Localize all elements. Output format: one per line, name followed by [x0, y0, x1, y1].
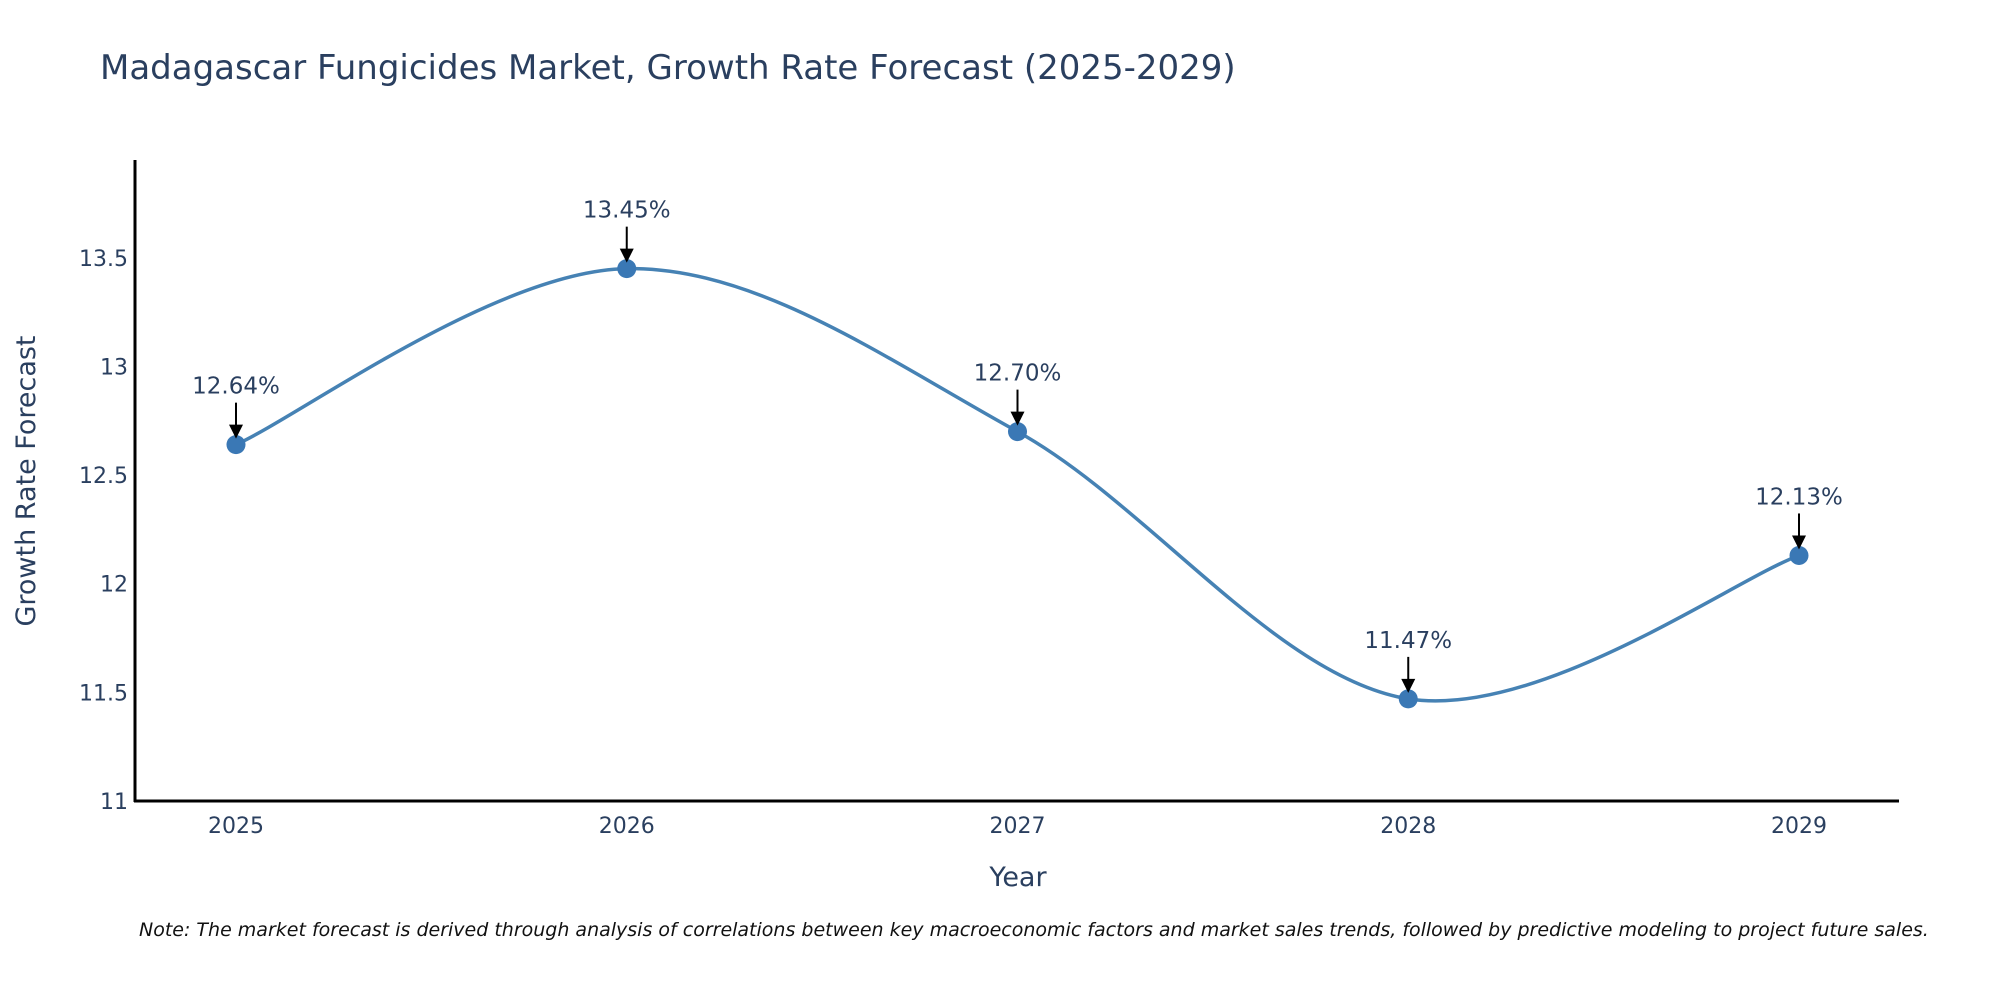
y-tick-label: 12.5: [79, 464, 128, 489]
x-tick-label: 2029: [1771, 814, 1827, 839]
chart-title: Madagascar Fungicides Market, Growth Rat…: [100, 48, 1236, 88]
y-tick-label: 11.5: [79, 681, 128, 706]
data-label: 11.47%: [1364, 628, 1452, 654]
series-line: [235, 266, 1800, 703]
data-point: [226, 435, 246, 455]
data-label-annotations: 12.64% 13.45% 12.70% 11.47% 12.13%: [192, 198, 1843, 693]
y-tick-label: 11: [100, 790, 128, 815]
annotation-arrow-head: [1792, 535, 1806, 550]
data-label: 12.70%: [974, 361, 1062, 387]
y-tick-label: 12: [100, 573, 128, 598]
data-point: [1398, 689, 1418, 709]
x-tick-label: 2028: [1380, 814, 1436, 839]
data-label: 12.64%: [192, 374, 280, 400]
data-point: [617, 259, 637, 279]
annotation-arrow-head: [619, 248, 634, 263]
data-point: [1008, 422, 1027, 442]
y-tick-label: 13: [100, 355, 128, 380]
data-label: 13.45%: [583, 198, 671, 224]
data-markers: [226, 259, 1809, 709]
footnote: Note: The market forecast is derived thr…: [139, 919, 1929, 941]
annotation-arrow-head: [1010, 411, 1025, 426]
x-axis-title: Year: [988, 862, 1047, 893]
y-axis-ticks: 11 11.5 12 12.5 13 13.5: [79, 247, 128, 815]
x-tick-label: 2026: [599, 814, 655, 839]
x-tick-label: 2027: [990, 814, 1046, 839]
data-point: [1789, 545, 1809, 565]
x-tick-label: 2025: [208, 814, 264, 839]
y-axis-title: Growth Rate Forecast: [11, 335, 42, 626]
data-label: 12.13%: [1755, 484, 1843, 510]
annotation-arrow-head: [1401, 678, 1416, 693]
x-axis-ticks: 2025 2026 2027 2028 2029: [208, 814, 1827, 839]
annotation-arrow-head: [229, 424, 243, 439]
y-tick-label: 13.5: [79, 247, 128, 272]
